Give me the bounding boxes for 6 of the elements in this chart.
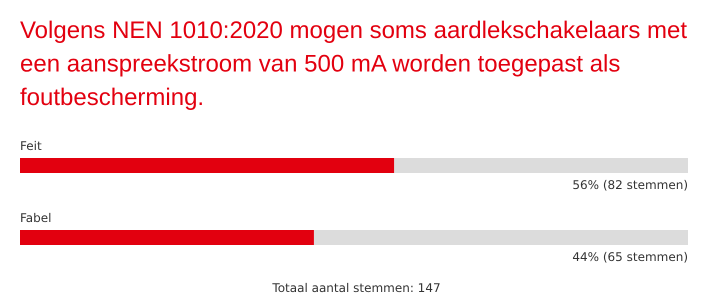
- data-label: 56% (82 stemmen): [572, 178, 688, 192]
- data-label: 44% (65 stemmen): [572, 250, 688, 264]
- y-tick-label: Feit: [20, 139, 42, 153]
- chart-title: Volgens NEN 1010:2020 mogen soms aardlekschakelaars met een aanspreekstroom van 500 mA worden toegepast als foutbescherming.: [20, 17, 688, 112]
- y-tick-label: Fabel: [20, 211, 52, 225]
- annotation: Totaal aantal stemmen: 147: [271, 281, 441, 295]
